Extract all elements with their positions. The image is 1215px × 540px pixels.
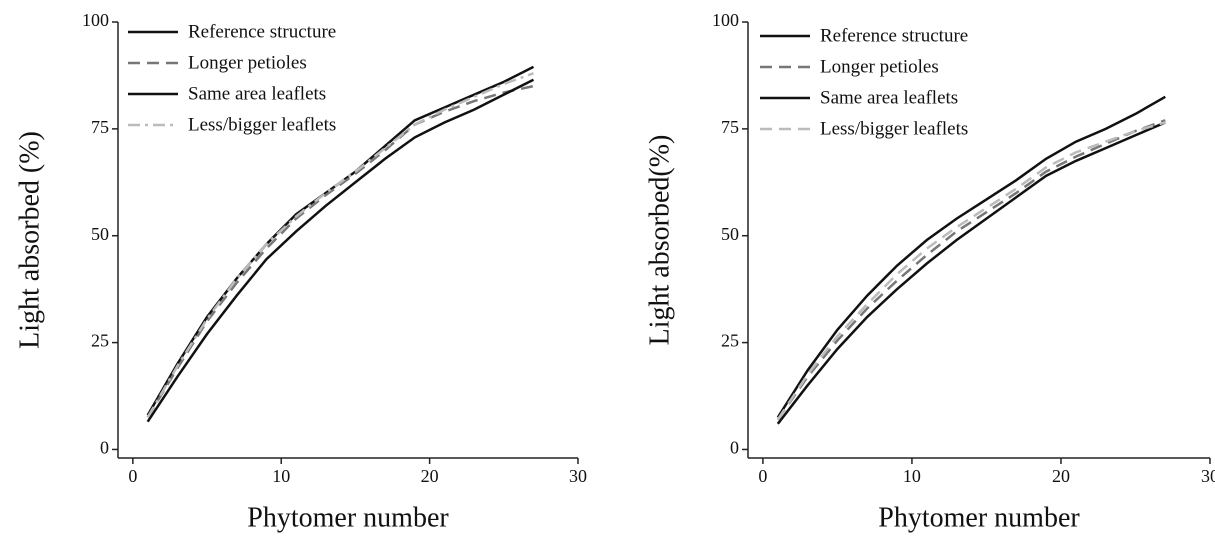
y-tick-label: 75: [721, 117, 739, 137]
y-tick-label: 100: [712, 10, 739, 30]
x-tick-label: 20: [1052, 466, 1070, 486]
legend-label: Same area leaflets: [820, 87, 958, 108]
series-line: [146, 78, 535, 423]
x-tick-label: 30: [569, 466, 587, 486]
legend-label: Longer petioles: [188, 52, 307, 73]
y-tick-label: 25: [721, 331, 739, 351]
y-tick-label: 25: [91, 331, 109, 351]
x-tick-label: 0: [758, 466, 767, 486]
legend-label: Less/bigger leaflets: [188, 114, 336, 135]
x-axis-label: Phytomer number: [247, 502, 449, 533]
y-tick-label: 50: [91, 224, 109, 244]
y-tick-label: 75: [91, 117, 109, 137]
y-axis-label: Light absorbed (%): [14, 131, 45, 349]
x-tick-label: 0: [128, 466, 137, 486]
x-tick-label: 30: [1201, 466, 1215, 486]
series-line: [146, 84, 534, 419]
y-tick-label: 50: [721, 224, 739, 244]
x-tick-label: 10: [903, 466, 921, 486]
series-line: [776, 121, 1166, 421]
series-line: [776, 95, 1166, 419]
y-tick-label: 0: [730, 438, 739, 458]
legend-label: Longer petioles: [820, 56, 939, 77]
legend-label: Less/bigger leaflets: [820, 118, 968, 139]
y-tick-label: 0: [100, 438, 109, 458]
x-tick-label: 10: [272, 466, 290, 486]
legend-label: Reference structure: [188, 21, 336, 42]
series-line: [776, 121, 1166, 425]
x-axis-label: Phytomer number: [878, 502, 1080, 533]
y-tick-label: 100: [82, 10, 109, 30]
series-line: [146, 72, 534, 419]
legend-label: Same area leaflets: [188, 83, 326, 104]
y-axis-label: Light absorbed(%): [644, 135, 675, 346]
series-line: [776, 119, 1166, 421]
legend-label: Reference structure: [820, 25, 968, 46]
x-tick-label: 20: [421, 466, 439, 486]
